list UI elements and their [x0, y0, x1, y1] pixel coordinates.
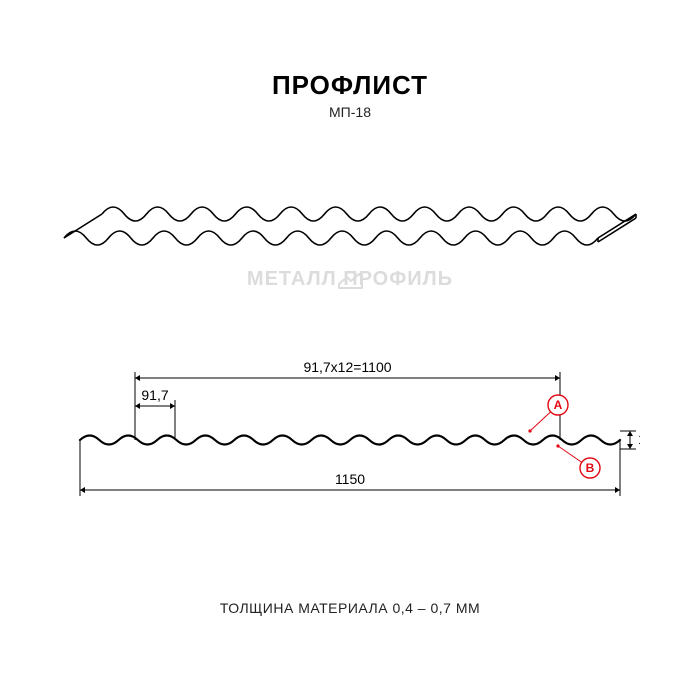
- page: ПРОФЛИСТ МП-18 МЕТАЛЛ ПРОФИЛЬ 91,7х12=11…: [0, 0, 700, 700]
- subtitle: МП-18: [0, 104, 700, 120]
- svg-text:A: A: [554, 398, 563, 412]
- profile-drawing: 91,7х12=1100 91,7 18 1150 A B: [60, 360, 640, 530]
- svg-text:91,7х12=1100: 91,7х12=1100: [303, 360, 391, 375]
- perspective-drawing: [60, 150, 640, 260]
- watermark-icon: [336, 268, 364, 292]
- title: ПРОФЛИСТ: [0, 70, 700, 101]
- svg-text:B: B: [586, 461, 595, 475]
- svg-text:18: 18: [638, 431, 640, 447]
- watermark: МЕТАЛЛ ПРОФИЛЬ: [0, 268, 700, 291]
- svg-text:91,7: 91,7: [141, 387, 168, 403]
- bottom-caption: ТОЛЩИНА МАТЕРИАЛА 0,4 – 0,7 ММ: [0, 600, 700, 616]
- svg-text:1150: 1150: [335, 471, 365, 487]
